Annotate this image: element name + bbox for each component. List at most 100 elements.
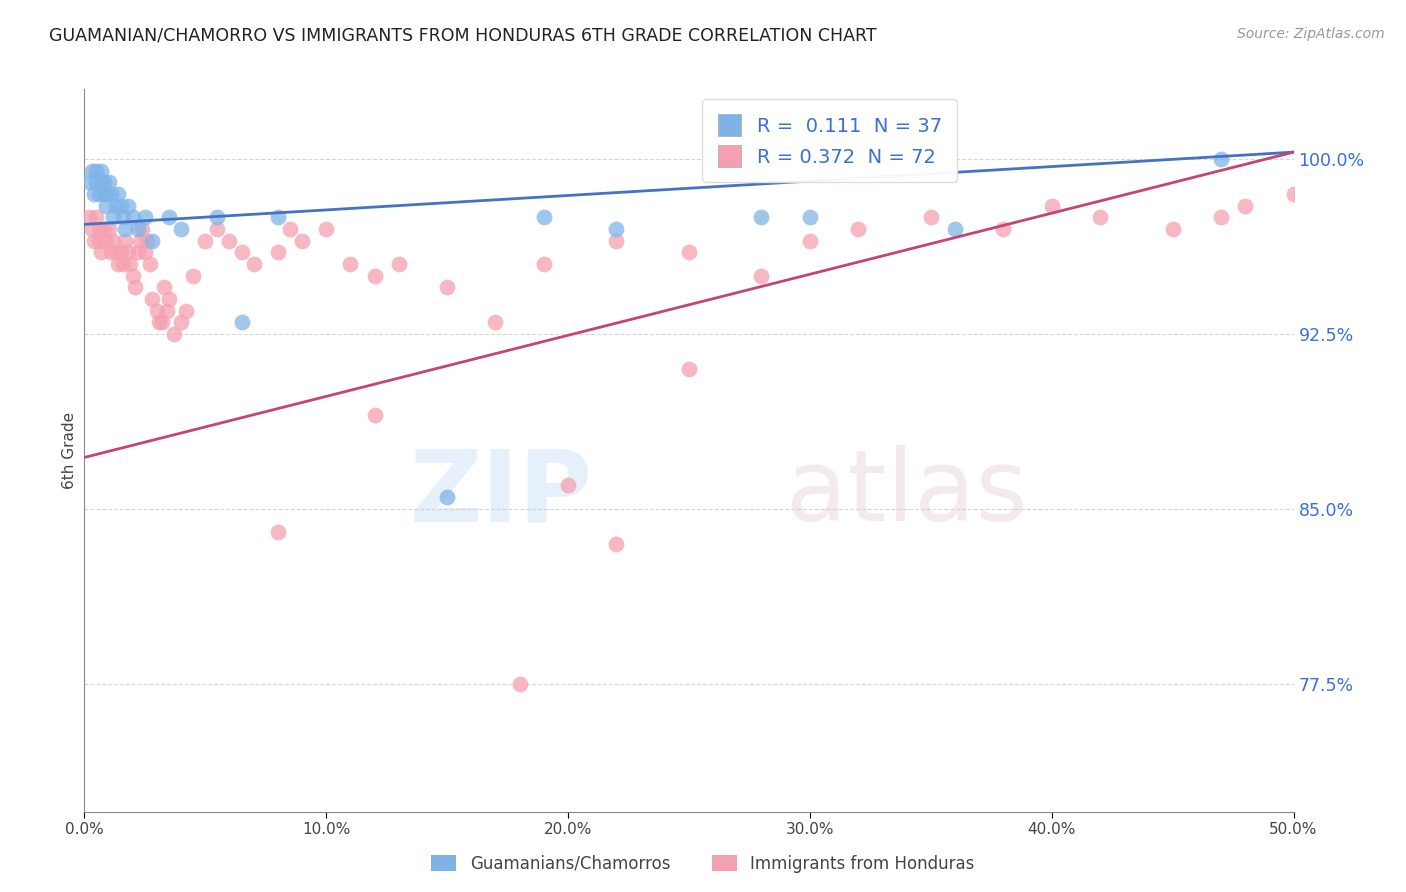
Point [846, 222, 869, 236]
Point [218, 234, 240, 248]
Point [110, 199, 132, 213]
Point [231, 315, 253, 329]
Point [94, 199, 117, 213]
Point [114, 222, 136, 236]
Text: GUAMANIAN/CHAMORRO VS IMMIGRANTS FROM HONDURAS 6TH GRADE CORRELATION CHART: GUAMANIAN/CHAMORRO VS IMMIGRANTS FROM HO… [49, 27, 877, 45]
Point [124, 280, 146, 294]
Point [103, 234, 125, 248]
Point [129, 234, 152, 248]
Point [278, 222, 301, 236]
Point [170, 315, 193, 329]
Point [751, 268, 773, 283]
Point [134, 211, 156, 225]
Point [194, 234, 217, 248]
Point [94, 234, 117, 248]
Point [148, 315, 170, 329]
Point [181, 268, 204, 283]
Point [90, 245, 112, 260]
Point [1209, 152, 1232, 166]
Point [943, 222, 966, 236]
Point [104, 199, 127, 213]
Point [207, 222, 229, 236]
Point [110, 245, 132, 260]
Point [121, 268, 143, 283]
Point [267, 211, 290, 225]
Text: Source: ZipAtlas.com: Source: ZipAtlas.com [1237, 27, 1385, 41]
Point [605, 234, 627, 248]
Point [141, 292, 163, 306]
Point [1282, 187, 1305, 202]
Point [94, 187, 117, 202]
Point [484, 315, 506, 329]
Point [1209, 211, 1232, 225]
Point [93, 176, 115, 190]
Point [93, 222, 115, 236]
Point [107, 187, 129, 202]
Point [121, 211, 143, 225]
Legend: Guamanians/Chamorros, Immigrants from Honduras: Guamanians/Chamorros, Immigrants from Ho… [425, 848, 981, 880]
Point [83, 234, 105, 248]
Point [114, 234, 136, 248]
Point [339, 257, 361, 271]
Point [100, 245, 122, 260]
Point [163, 326, 186, 341]
Point [153, 280, 176, 294]
Point [207, 211, 229, 225]
Point [533, 257, 555, 271]
Point [388, 257, 411, 271]
Point [90, 163, 112, 178]
Point [77, 211, 100, 225]
Point [678, 362, 700, 376]
Point [112, 257, 135, 271]
Point [107, 257, 129, 271]
Point [103, 211, 125, 225]
Point [93, 187, 115, 202]
Point [557, 478, 579, 492]
Point [1088, 211, 1111, 225]
Point [86, 176, 108, 190]
Point [80, 222, 103, 236]
Point [117, 199, 139, 213]
Legend: R =  0.111  N = 37, R = 0.372  N = 72: R = 0.111 N = 37, R = 0.372 N = 72 [702, 99, 957, 182]
Point [363, 268, 385, 283]
Point [104, 245, 127, 260]
Point [157, 292, 180, 306]
Point [1234, 199, 1257, 213]
Point [157, 211, 180, 225]
Point [267, 524, 290, 539]
Point [141, 234, 163, 248]
Point [509, 676, 531, 690]
Point [138, 257, 160, 271]
Point [1161, 222, 1184, 236]
Point [131, 222, 153, 236]
Point [97, 222, 120, 236]
Point [86, 163, 108, 178]
Point [291, 234, 314, 248]
Point [112, 211, 135, 225]
Point [100, 187, 122, 202]
Point [136, 234, 159, 248]
Point [436, 490, 458, 504]
Point [146, 303, 169, 318]
Point [80, 163, 103, 178]
Point [605, 537, 627, 551]
Point [90, 176, 112, 190]
Point [87, 222, 110, 236]
Point [86, 211, 108, 225]
Point [117, 245, 139, 260]
Point [1040, 199, 1063, 213]
Point [231, 245, 253, 260]
Point [267, 245, 290, 260]
Point [605, 222, 627, 236]
Point [77, 176, 100, 190]
Text: atlas: atlas [786, 445, 1028, 542]
Point [751, 211, 773, 225]
Point [87, 234, 110, 248]
Point [678, 245, 700, 260]
Point [155, 303, 177, 318]
Point [363, 409, 385, 423]
Point [83, 187, 105, 202]
Point [87, 187, 110, 202]
Point [170, 222, 193, 236]
Point [174, 303, 197, 318]
